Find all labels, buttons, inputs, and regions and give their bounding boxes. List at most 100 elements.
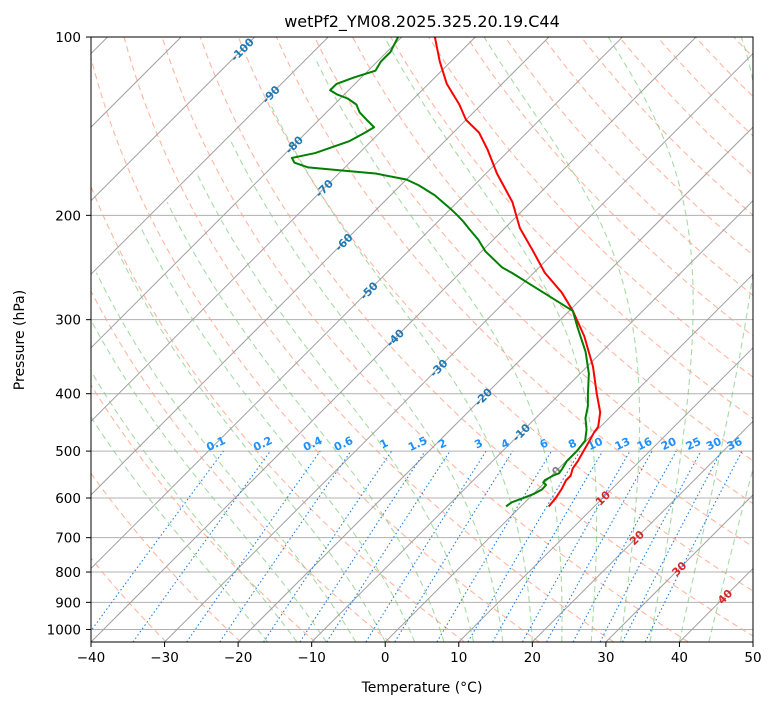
isotherm-line [237,126,753,642]
x-tick-label: −40 [77,650,106,666]
y-tick-label: 900 [55,595,81,611]
dry-adiabat-line [580,37,753,216]
dry-adiabat-line [199,37,753,637]
mixing-ratio-label: 8 [566,436,578,451]
moist-adiabat-line [196,173,475,642]
profile-lines [290,37,602,508]
chart-title: wetPf2_YM08.2025.325.20.19.C44 [284,12,560,32]
isotherm-line [91,37,476,423]
moist-adiabat-line [316,61,563,642]
dry-adiabat-line [314,37,753,505]
mixing-ratio-label: 1 [378,436,390,451]
dry-adiabat-line [91,185,465,642]
y-tick-label: 300 [55,313,81,329]
x-tick-label: 0 [381,650,390,666]
y-tick-label: 800 [55,565,81,581]
moist-adiabat-line [230,141,504,642]
dry-adiabat-line [504,37,753,297]
mixing-ratio-line [91,450,224,632]
mixing-ratio-label: 20 [659,435,679,453]
dry-adiabat-line [428,37,753,378]
moist-adiabat-line [383,37,598,642]
mixing-ratio-line [436,450,552,642]
mixing-ratio-label: 2 [436,436,448,451]
dewpoint-profile-line [290,37,590,508]
moist-adiabat-line [91,416,268,642]
mixing-ratio-line [326,450,451,642]
moist-adiabat-line [708,466,753,642]
x-tick-label: −30 [150,650,179,666]
x-axis-label: Temperature (°C) [361,680,483,696]
dry-adiabat-line [466,37,753,337]
y-axis-label: Pressure (hPa) [12,290,28,390]
isotherm-line [605,494,753,642]
x-tick-label: 10 [450,650,467,666]
moist-adiabat-line [166,201,445,642]
moist-adiabat-line [607,37,694,642]
moist-adiabat-line [678,37,753,642]
isotherm-line [384,273,753,642]
x-tick-label: −10 [297,650,326,666]
plot-frame [90,36,754,643]
mixing-ratio-line [599,450,702,642]
isotherm-line [531,420,753,642]
mixing-ratio-label: 13 [613,435,632,453]
background-lines [91,37,753,642]
mixing-ratio-label: 30 [704,435,724,453]
mixing-ratio-label: 36 [725,435,745,453]
dry-adiabat-line [352,37,753,462]
x-axis-ticks: −40 −30 −20 −10 0 10 20 30 40 50 [77,642,762,666]
isotherm-line [91,37,256,202]
mixing-ratio-line [546,450,653,642]
dry-adiabat-line [657,37,753,137]
mixing-ratio-line [492,450,604,642]
x-tick-label: 30 [597,650,614,666]
dry-adiabat-line [618,37,753,177]
x-tick-label: −20 [224,650,253,666]
dry-adiabat-line [275,37,753,548]
y-tick-label: 400 [55,387,81,403]
isotherm-line [91,37,550,496]
mixing-ratio-line [365,450,487,642]
moist-adiabat-line [483,37,641,642]
y-tick-label: 700 [55,531,81,547]
mixing-ratio-line [644,450,743,642]
mixing-ratio-label: 16 [635,435,655,453]
temperature-profile-line [433,37,602,508]
y-tick-label: 1000 [47,622,81,638]
mixing-ratio-line [521,450,631,642]
mixing-ratio-line [467,450,581,642]
isotherm-line [679,567,753,642]
dry-adiabat-line [91,472,242,642]
y-tick-label: 500 [55,444,81,460]
isotherm-label: -80 [283,133,306,156]
dry-adiabat-line [123,37,614,642]
dry-adiabat-line [733,37,753,58]
isotherm-line [752,641,753,642]
dry-adiabat-line [161,37,689,642]
mixing-ratio-label: 3 [472,436,484,451]
dry-adiabat-line [91,384,316,642]
mixing-ratio-line [132,450,271,642]
dry-adiabat-line [695,37,753,98]
isotherm-line [91,37,697,642]
mixing-ratio-line [219,450,352,642]
x-tick-label: 40 [671,650,688,666]
isotherm-line [458,347,753,642]
moist-adiabat-line [95,272,357,642]
moist-adiabat-line [117,251,386,642]
isotherm-line [91,37,623,570]
isotherm-line [91,37,329,275]
y-tick-label: 100 [55,30,81,46]
moist-adiabat-line [91,319,327,642]
dry-adiabat-line [390,37,753,420]
mixing-ratio-label: 6 [538,436,551,451]
y-tick-label: 200 [55,208,81,224]
isotherm-line [311,199,753,642]
dry-adiabat-line [91,289,391,642]
dry-adiabat-line [91,55,540,642]
y-tick-label: 600 [55,491,81,507]
moist-adiabat-line [270,104,533,642]
isotherm-line [91,37,403,349]
